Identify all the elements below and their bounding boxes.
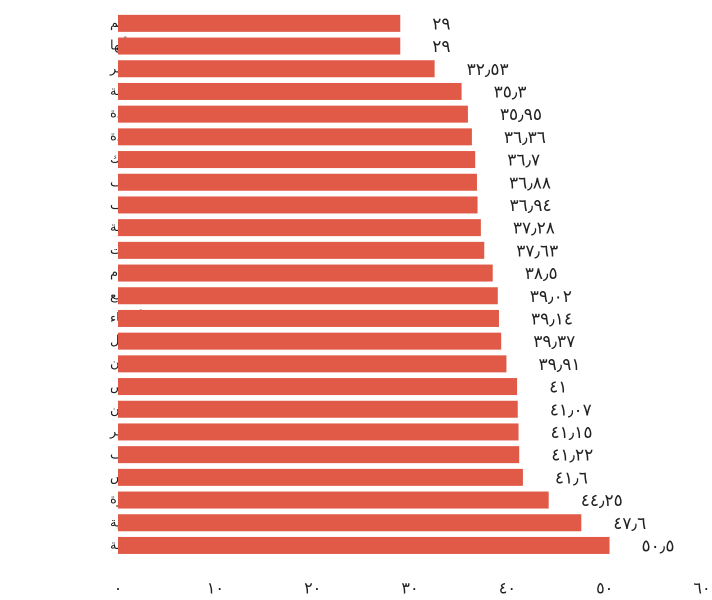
bar: [118, 14, 401, 32]
x-tick-label: ٣٠: [401, 579, 418, 598]
bar: [118, 309, 499, 327]
bar: [118, 128, 472, 146]
bar: [118, 468, 523, 486]
value-label: ٣٦٫٧: [507, 151, 540, 171]
value-label: ٤١٫١٥: [551, 423, 593, 443]
value-label: ٤١٫٦: [555, 468, 588, 488]
value-label: ٣٥٫٩٥: [500, 105, 542, 125]
value-label: ٣٩٫٩١: [538, 355, 580, 375]
value-label: ٤٧٫٦: [613, 514, 646, 534]
bar: [118, 514, 582, 532]
x-tick-label: ٤٠: [499, 579, 516, 598]
value-label: ٢٩: [432, 14, 450, 34]
bar: [118, 355, 507, 373]
bar: [118, 173, 477, 191]
x-tick-label: ٥٠: [596, 579, 613, 598]
bar: [118, 264, 493, 282]
bar: [118, 446, 520, 464]
value-label: ٣٥٫٣: [494, 82, 527, 102]
value-label: ٣٢٫٥٣: [467, 60, 509, 80]
value-label: ٤٤٫٢٥: [581, 491, 623, 511]
bar: [118, 491, 549, 509]
value-label: ٣٦٫٨٨: [509, 173, 551, 193]
value-label: ٣٦٫٩٤: [510, 196, 552, 216]
bar: [118, 378, 518, 396]
bar: [118, 241, 485, 259]
bar: [118, 82, 462, 100]
value-label: ٣٩٫١٤: [531, 309, 573, 329]
bar: [118, 332, 502, 350]
value-label: ٢٩: [432, 37, 450, 57]
bar: [118, 37, 401, 55]
bar: [118, 196, 478, 214]
value-label: ٤١: [549, 378, 567, 398]
bar: [118, 536, 610, 554]
value-label: ٥٠٫٥: [642, 536, 675, 556]
value-label: ٣٨٫٥: [525, 264, 558, 284]
value-label: ٣٧٫٦٣: [516, 241, 558, 261]
value-label: ٣٩٫٠٢: [530, 287, 572, 307]
value-label: ٣٦٫٣٦: [504, 128, 546, 148]
bar: [118, 105, 468, 123]
bar: [118, 219, 481, 237]
x-tick-label: ١٠: [207, 579, 224, 598]
bar: [118, 423, 519, 441]
value-label: ٤١٫٢٢: [551, 446, 593, 466]
x-tick-label: ٠: [114, 579, 123, 598]
bar: [118, 151, 476, 169]
value-label: ٤١٫٠٧: [550, 400, 592, 420]
value-label: ٣٩٫٣٧: [533, 332, 575, 352]
bar: [118, 287, 498, 305]
bar: [118, 400, 518, 418]
value-label: ٣٧٫٢٨: [513, 219, 555, 239]
x-tick-label: ٦٠: [693, 579, 710, 598]
x-tick-label: ٢٠: [304, 579, 321, 598]
bar: [118, 60, 435, 78]
